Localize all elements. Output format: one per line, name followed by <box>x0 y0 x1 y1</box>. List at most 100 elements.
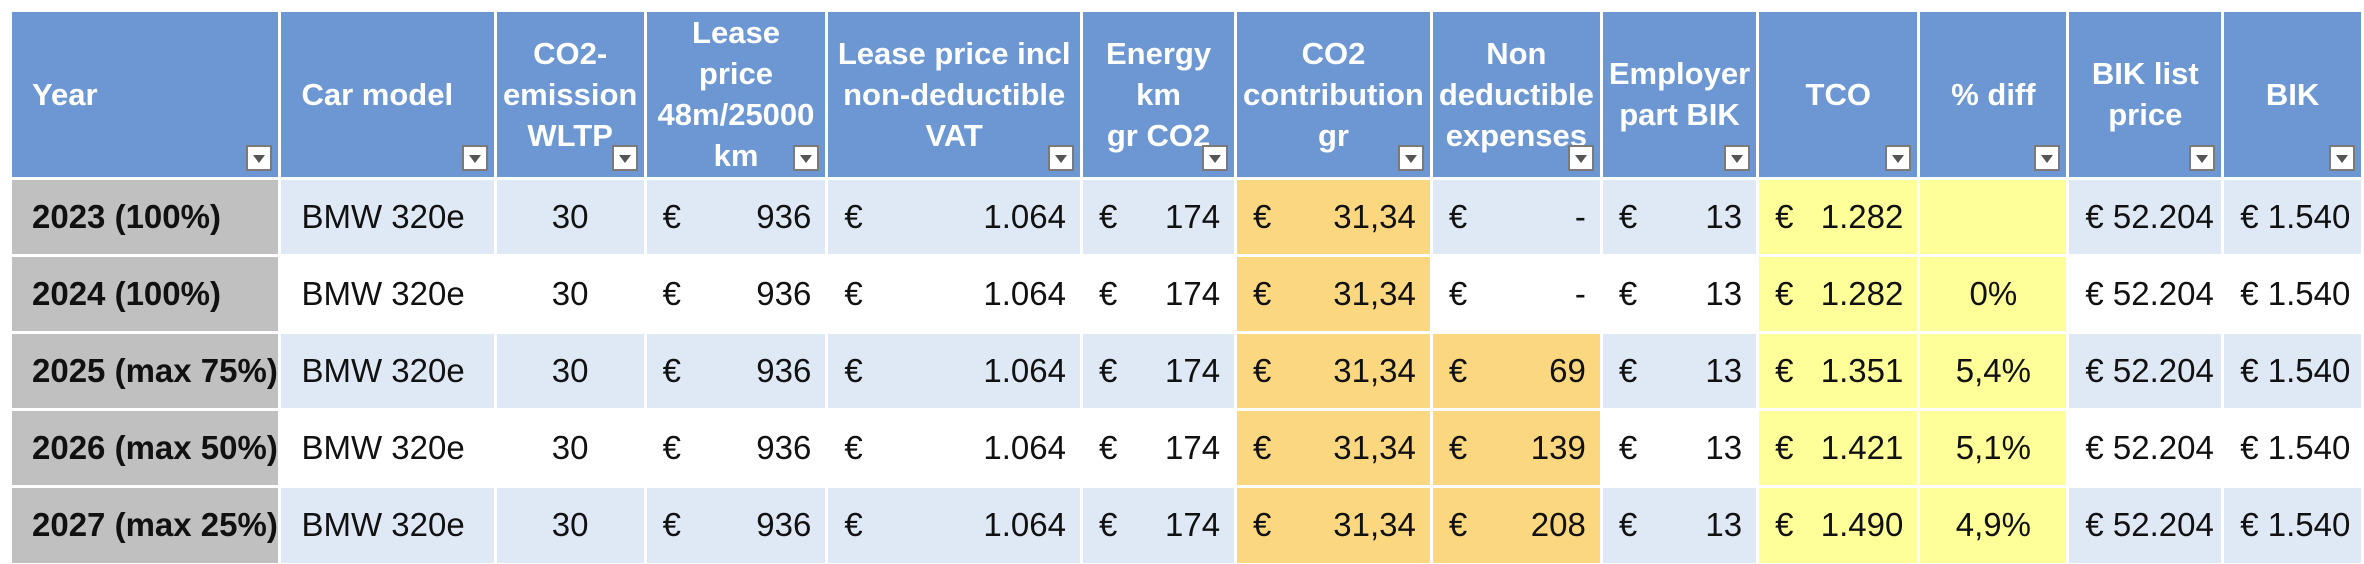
column-header-tco[interactable]: TCO <box>1757 12 1921 178</box>
cell-co2[interactable]: 30 <box>495 330 647 409</box>
cell-employer[interactable]: €13 <box>1601 407 1760 486</box>
cell-value: 13 <box>1705 351 1743 389</box>
column-header-model[interactable]: Car model <box>279 12 497 178</box>
cell-lease[interactable]: €936 <box>645 484 829 563</box>
cell-nondeduct[interactable]: € - <box>1431 176 1603 255</box>
cell-model[interactable]: BMW 320e <box>279 330 497 409</box>
filter-dropdown-icon[interactable] <box>1885 144 1912 171</box>
cell-lease[interactable]: €936 <box>645 407 829 486</box>
cell-year[interactable]: 2027 (max 25%) <box>12 484 282 563</box>
cell-bik_list[interactable]: € 52.204 <box>2067 330 2225 409</box>
cell-model[interactable]: BMW 320e <box>279 176 497 255</box>
cell-diff[interactable]: 0% <box>1918 253 2070 332</box>
cell-lease[interactable]: €936 <box>645 330 829 409</box>
cell-co2[interactable]: 30 <box>495 253 647 332</box>
filter-dropdown-icon[interactable] <box>461 144 488 171</box>
column-header-year[interactable]: Year <box>12 12 282 178</box>
column-header-employer[interactable]: Employer part BIK <box>1601 12 1760 178</box>
cell-co2[interactable]: 30 <box>495 176 647 255</box>
column-header-lease[interactable]: Lease price 48m/25000 km <box>645 12 829 178</box>
column-header-diff[interactable]: % diff <box>1918 12 2070 178</box>
cell-nondeduct[interactable]: €139 <box>1431 407 1603 486</box>
column-header-energy[interactable]: Energy km gr CO2 <box>1081 12 1238 178</box>
cell-energy[interactable]: €174 <box>1081 407 1238 486</box>
cell-employer[interactable]: €13 <box>1601 176 1760 255</box>
cell-tco[interactable]: €1.282 <box>1757 253 1921 332</box>
cell-energy[interactable]: €174 <box>1081 330 1238 409</box>
cell-co2_contrib[interactable]: €31,34 <box>1235 484 1433 563</box>
cell-diff[interactable] <box>1918 176 2070 255</box>
filter-dropdown-icon[interactable] <box>1397 144 1424 171</box>
cell-bik[interactable]: € 1.540 <box>2222 176 2364 255</box>
cell-co2[interactable]: 30 <box>495 407 647 486</box>
cell-lease_vat[interactable]: €1.064 <box>826 407 1083 486</box>
column-header-lease_vat[interactable]: Lease price incl non-deductible VAT <box>826 12 1083 178</box>
cell-model[interactable]: BMW 320e <box>279 484 497 563</box>
cell-bik_list[interactable]: € 52.204 <box>2067 253 2225 332</box>
cell-value: 1.282 <box>1820 274 1904 312</box>
cell-bik[interactable]: € 1.540 <box>2222 407 2364 486</box>
column-header-nondeduct[interactable]: Non deductible expenses <box>1431 12 1603 178</box>
table-row: 2026 (max 50%) BMW 320e 30 €936 €1.064 €174 €3… <box>12 407 2364 486</box>
cell-energy[interactable]: €174 <box>1081 484 1238 563</box>
cell-year[interactable]: 2023 (100%) <box>12 176 282 255</box>
cell-lease_vat[interactable]: €1.064 <box>826 330 1083 409</box>
cell-lease_vat[interactable]: €1.064 <box>826 484 1083 563</box>
cell-year[interactable]: 2024 (100%) <box>12 253 282 332</box>
cell-nondeduct[interactable]: € - <box>1431 253 1603 332</box>
cell-lease_vat[interactable]: €1.064 <box>826 176 1083 255</box>
filter-dropdown-icon[interactable] <box>1202 144 1229 171</box>
cell-tco[interactable]: €1.351 <box>1757 330 1921 409</box>
cell-tco[interactable]: €1.421 <box>1757 407 1921 486</box>
cell-co2_contrib[interactable]: €31,34 <box>1235 407 1433 486</box>
filter-dropdown-icon[interactable] <box>246 144 273 171</box>
cell-value: 174 <box>1164 506 1221 544</box>
cell-value: - <box>1574 197 1586 235</box>
cell-co2[interactable]: 30 <box>495 484 647 563</box>
cell-employer[interactable]: €13 <box>1601 484 1760 563</box>
column-header-co2[interactable]: CO2- emission WLTP <box>495 12 647 178</box>
cell-bik[interactable]: € 1.540 <box>2222 253 2364 332</box>
cell-co2_contrib[interactable]: €31,34 <box>1235 176 1433 255</box>
cell-bik_list[interactable]: € 52.204 <box>2067 176 2225 255</box>
filter-dropdown-icon[interactable] <box>2034 144 2061 171</box>
filter-dropdown-icon[interactable] <box>2189 144 2216 171</box>
cell-model[interactable]: BMW 320e <box>279 253 497 332</box>
cell-tco[interactable]: €1.490 <box>1757 484 1921 563</box>
cell-lease_vat[interactable]: €1.064 <box>826 253 1083 332</box>
filter-dropdown-icon[interactable] <box>2329 144 2355 171</box>
cell-bik[interactable]: € 1.540 <box>2222 330 2364 409</box>
column-header-co2_contrib[interactable]: CO2 contribution gr <box>1235 12 1433 178</box>
cell-bik_list[interactable]: € 52.204 <box>2067 407 2225 486</box>
cell-year[interactable]: 2025 (max 75%) <box>12 330 282 409</box>
cell-diff[interactable]: 5,4% <box>1918 330 2070 409</box>
cell-diff[interactable]: 4,9% <box>1918 484 2070 563</box>
cell-nondeduct[interactable]: €69 <box>1431 330 1603 409</box>
cell-energy[interactable]: €174 <box>1081 176 1238 255</box>
currency-symbol: € <box>1618 274 1638 312</box>
filter-dropdown-icon[interactable] <box>1567 144 1594 171</box>
cell-nondeduct[interactable]: €208 <box>1431 484 1603 563</box>
cell-tco[interactable]: €1.282 <box>1757 176 1921 255</box>
cell-bik_list[interactable]: € 52.204 <box>2067 484 2225 563</box>
cell-energy[interactable]: €174 <box>1081 253 1238 332</box>
cell-employer[interactable]: €13 <box>1601 330 1760 409</box>
cell-co2_contrib[interactable]: €31,34 <box>1235 253 1433 332</box>
cell-diff[interactable]: 5,1% <box>1918 407 2070 486</box>
filter-dropdown-icon[interactable] <box>611 144 638 171</box>
filter-dropdown-icon[interactable] <box>793 144 820 171</box>
cell-employer[interactable]: €13 <box>1601 253 1760 332</box>
cell-model[interactable]: BMW 320e <box>279 407 497 486</box>
column-header-bik[interactable]: BIK <box>2222 12 2364 178</box>
filter-dropdown-icon[interactable] <box>1724 144 1751 171</box>
currency-symbol: € <box>1099 351 1118 389</box>
filter-dropdown-icon[interactable] <box>1048 144 1074 171</box>
cell-value: 936 <box>756 351 812 389</box>
cell-lease[interactable]: €936 <box>645 253 829 332</box>
cell-year[interactable]: 2026 (max 50%) <box>12 407 282 486</box>
cell-lease[interactable]: €936 <box>645 176 829 255</box>
cell-co2_contrib[interactable]: €31,34 <box>1235 330 1433 409</box>
column-header-bik_list[interactable]: BIK list price <box>2067 12 2225 178</box>
cell-bik[interactable]: € 1.540 <box>2222 484 2364 563</box>
column-header-label: Car model <box>301 76 454 112</box>
